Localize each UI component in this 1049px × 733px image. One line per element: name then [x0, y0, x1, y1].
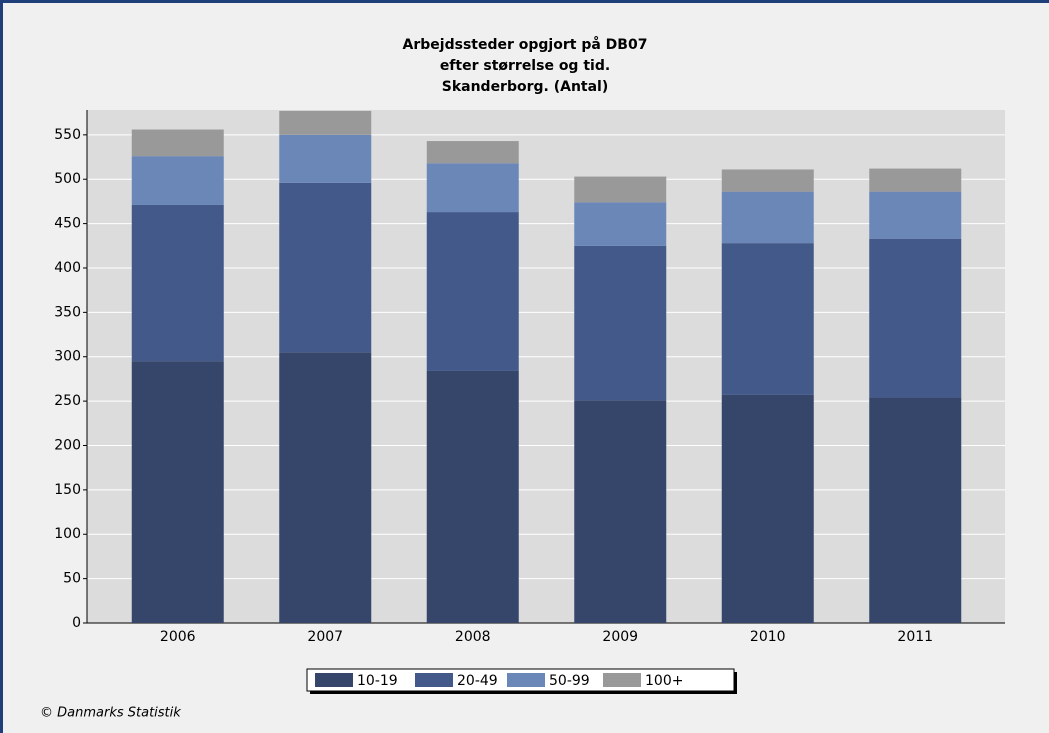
- source: © Danmarks Statistik: [40, 706, 181, 721]
- bar-segment: [869, 238, 962, 398]
- plot-area: [87, 110, 1005, 623]
- bar-segment: [869, 191, 962, 239]
- y-tick-label: 500: [54, 171, 81, 187]
- bar-segment: [279, 110, 372, 135]
- legend-swatch: [315, 673, 353, 687]
- bar-segment: [131, 361, 224, 623]
- bar-segment: [574, 245, 667, 401]
- bar-segment: [574, 400, 667, 623]
- y-tick-label: 450: [54, 216, 81, 232]
- legend-swatch: [603, 673, 641, 687]
- bar-segment: [721, 169, 814, 192]
- y-tick-label: 400: [54, 260, 81, 276]
- legend-label: 10-19: [357, 673, 398, 689]
- x-tick-label: 2007: [307, 629, 343, 645]
- x-tick-label: 2009: [602, 629, 638, 645]
- legend-swatch: [507, 673, 545, 687]
- bar-segment: [131, 156, 224, 205]
- bar-segment: [279, 182, 372, 353]
- y-tick-label: 300: [54, 349, 81, 365]
- x-tick-label: 2010: [750, 629, 786, 645]
- legend-label: 20-49: [457, 673, 498, 689]
- x-tick-label: 2006: [160, 629, 196, 645]
- bar-segment: [279, 352, 372, 623]
- y-tick-label: 550: [54, 127, 81, 143]
- bar-segment: [574, 176, 667, 203]
- y-tick-label: 50: [63, 571, 81, 587]
- bar-segment: [721, 243, 814, 395]
- bar-segment: [574, 202, 667, 246]
- x-tick-label: 2008: [455, 629, 491, 645]
- chart-title: efter størrelse og tid.: [440, 58, 610, 74]
- bar-segment: [426, 370, 519, 623]
- bar-segment: [426, 163, 519, 213]
- legend-label: 50-99: [549, 673, 590, 689]
- x-tick-label: 2011: [897, 629, 933, 645]
- y-tick-label: 350: [54, 304, 81, 320]
- bar-segment: [721, 394, 814, 623]
- bar-segment: [131, 129, 224, 157]
- y-tick-label: 150: [54, 482, 81, 498]
- bar-segment: [131, 204, 224, 362]
- bar-segment: [426, 141, 519, 164]
- bar-segment: [279, 134, 372, 183]
- bar-segment: [869, 397, 962, 623]
- chart-title: Arbejdssteder opgjort på DB07: [403, 36, 648, 53]
- y-tick-label: 100: [54, 526, 81, 542]
- legend-swatch: [415, 673, 453, 687]
- bar-segment: [426, 212, 519, 371]
- legend-label: 100+: [645, 673, 683, 689]
- bar-segment: [869, 168, 962, 192]
- chart-title: Skanderborg. (Antal): [442, 79, 609, 95]
- y-tick-label: 200: [54, 437, 81, 453]
- y-tick-label: 250: [54, 393, 81, 409]
- bar-segment: [721, 191, 814, 244]
- y-tick-label: 0: [72, 615, 81, 631]
